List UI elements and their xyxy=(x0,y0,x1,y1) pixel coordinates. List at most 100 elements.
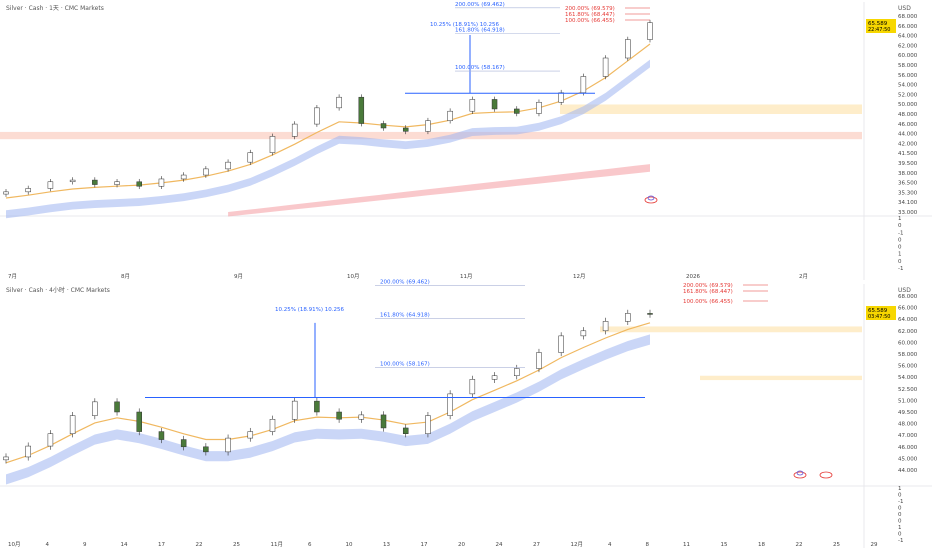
y-tick-label: 62.000 xyxy=(898,43,918,49)
bull-candle xyxy=(247,152,254,163)
bull-candle xyxy=(491,375,498,380)
x-tick-label: 11月 xyxy=(460,273,473,280)
bull-candle xyxy=(3,191,9,195)
target-fib-label: 100.00% (66.455) xyxy=(683,299,733,305)
x-tick-label: 11月 xyxy=(271,541,284,548)
bull-candle xyxy=(47,433,54,447)
bull-candle xyxy=(25,445,31,458)
bull-candle xyxy=(514,368,520,376)
indicator-tick-label: 0 xyxy=(898,237,902,243)
bull-candle xyxy=(114,181,120,185)
bull-candle xyxy=(92,401,98,416)
y-tick-label: 39.500 xyxy=(898,161,918,167)
y-tick-label: 36.500 xyxy=(898,181,918,187)
indicator-tick-label: 1 xyxy=(898,252,902,258)
bull-candle xyxy=(580,330,587,337)
indicator-tick-label: 0 xyxy=(898,532,902,538)
y-tick-label: 48.000 xyxy=(898,112,918,118)
x-tick-label: 29 xyxy=(871,542,878,548)
bull-candle xyxy=(269,419,276,432)
bull-candle xyxy=(291,400,298,420)
y-tick-label: 64.000 xyxy=(898,34,918,40)
signal-marker-icon xyxy=(793,471,807,479)
bull-candle xyxy=(558,335,564,353)
x-tick-label: 2月 xyxy=(799,273,808,280)
indicator-tick-label: 0 xyxy=(898,512,902,518)
indicator-tick-label: 1 xyxy=(898,216,902,222)
x-tick-label: 12月 xyxy=(571,541,584,548)
x-tick-label: 14 xyxy=(121,542,128,548)
bear-candle xyxy=(203,446,209,453)
bear-candle xyxy=(92,179,98,185)
x-tick-label: 18 xyxy=(758,542,765,548)
ema-line xyxy=(5,43,651,199)
indicator-tick-label: 0 xyxy=(898,259,902,265)
bull-candle xyxy=(447,110,453,121)
bear-candle xyxy=(402,427,409,435)
x-tick-label: 4 xyxy=(46,542,50,548)
x-tick-label: 25 xyxy=(833,542,840,548)
y-tick-label: 54.000 xyxy=(898,83,918,89)
currency-label: USD xyxy=(898,287,911,294)
bull-candle xyxy=(291,123,298,137)
indicator-tick-label: 0 xyxy=(898,519,902,525)
x-tick-label: 24 xyxy=(496,542,503,548)
bull-candle xyxy=(625,39,631,59)
x-tick-label: 2026 xyxy=(686,274,700,280)
x-tick-label: 22 xyxy=(196,542,203,548)
fib-100-label: 100.00% (58.167) xyxy=(455,65,505,71)
indicator-tick-label: 0 xyxy=(898,245,902,251)
y-tick-label: 52.000 xyxy=(898,92,918,98)
x-tick-label: 12月 xyxy=(573,273,586,280)
y-tick-label: 35.300 xyxy=(898,190,918,196)
last-price: 65.589 xyxy=(868,308,888,314)
last-price: 65.589 xyxy=(868,21,888,27)
bull-candle xyxy=(536,352,542,369)
signal-marker-icon xyxy=(796,470,804,476)
bull-candle xyxy=(225,161,231,170)
indicator-tick-label: 0 xyxy=(898,493,902,499)
red-ma-ribbon xyxy=(228,164,650,217)
daily-chart-panel[interactable]: Silver · Cash · 1天 · CMC Markets USD 200.0… xyxy=(0,2,932,280)
bull-candle xyxy=(558,92,564,103)
projection-label: 10.25% (18.91%) 10.256 xyxy=(430,22,499,28)
y-tick-label: 58.000 xyxy=(898,352,918,358)
x-tick-label: 7月 xyxy=(8,273,17,280)
indicator-tick-label: 1 xyxy=(898,525,902,531)
y-tick-label: 48.000 xyxy=(898,422,918,428)
indicator-tick-label: 0 xyxy=(898,506,902,512)
fib-161-label: 161.80% (64.918) xyxy=(380,312,430,318)
x-tick-label: 10月 xyxy=(8,541,21,548)
x-tick-label: 17 xyxy=(158,542,165,548)
x-tick-label: 17 xyxy=(421,542,428,548)
bull-candle xyxy=(225,437,231,453)
y-tick-label: 66.000 xyxy=(898,306,918,312)
y-tick-label: 44.000 xyxy=(898,468,918,474)
x-tick-label: 8 xyxy=(646,542,650,548)
bull-candle xyxy=(602,321,609,332)
fib-100-label: 100.00% (58.167) xyxy=(380,361,430,367)
support-zone-band xyxy=(0,131,862,140)
bull-candle xyxy=(647,22,653,40)
four-hour-chart-panel[interactable]: Silver · Cash · 4小时 · CMC Markets USD 200.… xyxy=(0,279,932,548)
indicator-tick-label: -1 xyxy=(898,266,903,272)
y-tick-label: 58.000 xyxy=(898,63,918,69)
y-tick-label: 56.000 xyxy=(898,73,918,79)
indicator-tick-label: 0 xyxy=(898,223,902,229)
x-tick-label: 20 xyxy=(458,542,465,548)
y-tick-label: 34.100 xyxy=(898,200,918,206)
y-tick-label: 56.000 xyxy=(898,364,918,370)
fib-200-label: 200.00% (69.462) xyxy=(380,279,430,285)
y-tick-label: 45.000 xyxy=(898,456,918,462)
bull-candle xyxy=(3,456,9,461)
indicator-tick-label: -1 xyxy=(898,538,903,544)
bear-candle xyxy=(136,411,142,432)
bull-candle xyxy=(69,179,76,183)
bear-candle xyxy=(180,439,187,448)
bull-candle xyxy=(203,168,209,176)
bull-candle xyxy=(425,415,431,434)
bear-candle xyxy=(380,123,387,129)
y-tick-label: 66.000 xyxy=(898,24,918,30)
bull-candle xyxy=(69,415,76,434)
bull-candle xyxy=(469,99,476,112)
